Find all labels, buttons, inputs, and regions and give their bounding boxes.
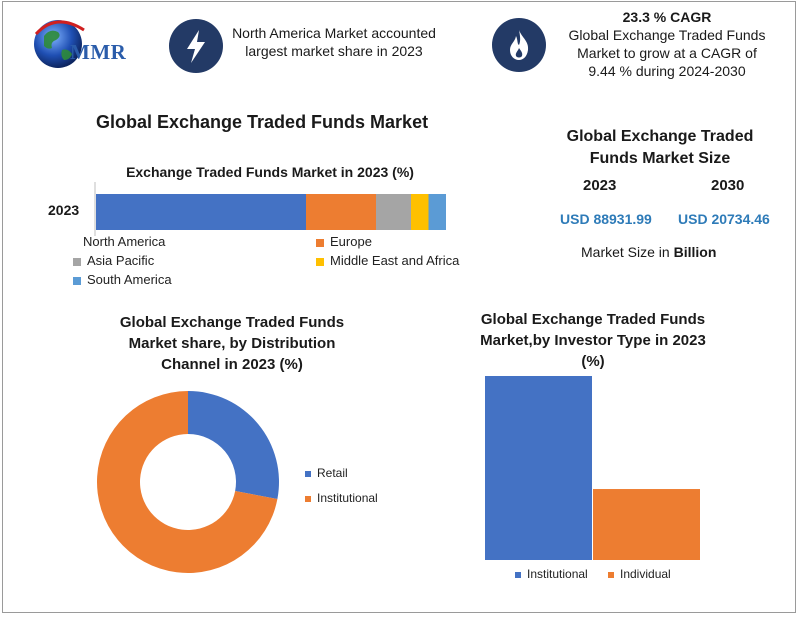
regional-stacked-bar — [94, 182, 446, 236]
investor-legend-institutional: Institutional — [515, 567, 588, 581]
investor-bar-individual — [593, 489, 700, 560]
lightning-icon — [187, 30, 205, 63]
mmr-logo: MMR — [30, 12, 150, 76]
year-2023-label: 2023 — [583, 177, 617, 194]
info-north-america: North America Market accounted largest m… — [222, 24, 446, 60]
legend-label-middle-east-africa: Middle East and Africa — [330, 253, 460, 268]
flame-icon — [510, 30, 529, 60]
distribution-title-line2: Market share, by Distribution — [128, 335, 336, 352]
market-size-title: Global Exchange Traded Funds Market Size — [560, 126, 760, 170]
market-size-title-line2: Funds Market Size — [589, 150, 731, 167]
investor-legend-swatch-individual — [608, 571, 614, 578]
investor-bar-institutional — [485, 376, 592, 560]
legend-swatch-north-america — [73, 238, 77, 247]
stacked-bar-segment-asia-pacific — [376, 194, 411, 230]
unit-note-bold: Billion — [673, 244, 717, 260]
market-size-unit-note: Market Size in Billion — [581, 244, 716, 260]
investor-title-line3: (%) — [581, 353, 605, 370]
donut-legend-label-retail: Retail — [317, 466, 348, 480]
stacked-bar-segment-europe — [306, 194, 376, 230]
investor-title-line1: Global Exchange Traded Funds — [480, 311, 706, 328]
legend-label-asia-pacific: Asia Pacific — [87, 253, 155, 268]
donut-legend-retail: Retail — [305, 466, 348, 480]
distribution-donut-chart — [97, 391, 279, 573]
info1-line1: North America Market accounted — [232, 25, 436, 41]
market-value-2030: USD 20734.46 — [678, 211, 770, 227]
unit-note-prefix: Market Size in — [581, 244, 674, 260]
market-value-2023: USD 88931.99 — [560, 211, 652, 227]
globe-icon — [34, 20, 85, 68]
bar-category-label: 2023 — [48, 202, 80, 218]
investor-chart-title: Global Exchange Traded Funds Market,by I… — [459, 309, 727, 372]
stacked-bar-segment-middle-east-and-africa — [411, 194, 429, 230]
regional-chart-title: Exchange Traded Funds Market in 2023 (%) — [126, 164, 414, 180]
donut-legend-swatch-institutional — [305, 495, 311, 502]
investor-title-line2: Market,by Investor Type in 2023 — [480, 332, 706, 349]
info-cagr: 23.3 % CAGR Global Exchange Traded Funds… — [556, 8, 778, 80]
investor-legend-label-individual: Individual — [620, 567, 671, 581]
investor-legend-label-institutional: Institutional — [527, 567, 588, 581]
legend-label-europe: Europe — [330, 234, 372, 249]
donut-legend-swatch-retail — [305, 470, 311, 477]
investor-legend-individual: Individual — [608, 567, 671, 581]
info1-line2: largest market share in 2023 — [245, 43, 423, 59]
main-title: Global Exchange Traded Funds Market — [96, 112, 429, 132]
legend-label-south-america: South America — [87, 272, 172, 287]
legend-swatch-south-america — [73, 276, 81, 285]
donut-legend-label-institutional: Institutional — [317, 491, 378, 505]
investor-bar-chart — [485, 376, 700, 560]
distribution-title-line1: Global Exchange Traded Funds — [119, 314, 345, 331]
legend-label-north-america: North America — [83, 234, 166, 249]
cagr-line1: Global Exchange Traded Funds — [568, 27, 766, 43]
legend-swatch-europe — [316, 238, 324, 247]
stacked-bar-segment-south-america — [428, 194, 446, 230]
lightning-icon-circle — [169, 19, 223, 73]
flame-icon-circle — [492, 18, 546, 72]
donut-slice-retail — [188, 391, 279, 500]
logo-text: MMR — [70, 40, 127, 64]
legend-middle-east-africa: Middle East and Africa — [316, 253, 459, 268]
legend-swatch-middle-east-africa — [316, 257, 324, 266]
year-2030-label: 2030 — [711, 177, 745, 194]
legend-europe: Europe — [316, 234, 372, 249]
legend-south-america: South America — [73, 272, 172, 287]
donut-slice-institutional — [97, 391, 278, 573]
stacked-bar-segment-north-america — [96, 194, 306, 230]
investor-legend-swatch-institutional — [515, 571, 521, 578]
distribution-title-line3: Channel in 2023 (%) — [161, 356, 303, 373]
legend-asia-pacific: Asia Pacific — [73, 253, 154, 268]
cagr-line3: 9.44 % during 2024-2030 — [588, 63, 746, 79]
distribution-chart-title: Global Exchange Traded Funds Market shar… — [96, 312, 368, 375]
donut-legend-institutional: Institutional — [305, 491, 378, 505]
market-size-title-line1: Global Exchange Traded — [566, 128, 754, 145]
legend-north-america: North America — [73, 234, 165, 249]
cagr-line2: Market to grow at a CAGR of — [577, 45, 757, 61]
cagr-headline: 23.3 % CAGR — [622, 9, 712, 25]
legend-swatch-asia-pacific — [73, 257, 81, 266]
